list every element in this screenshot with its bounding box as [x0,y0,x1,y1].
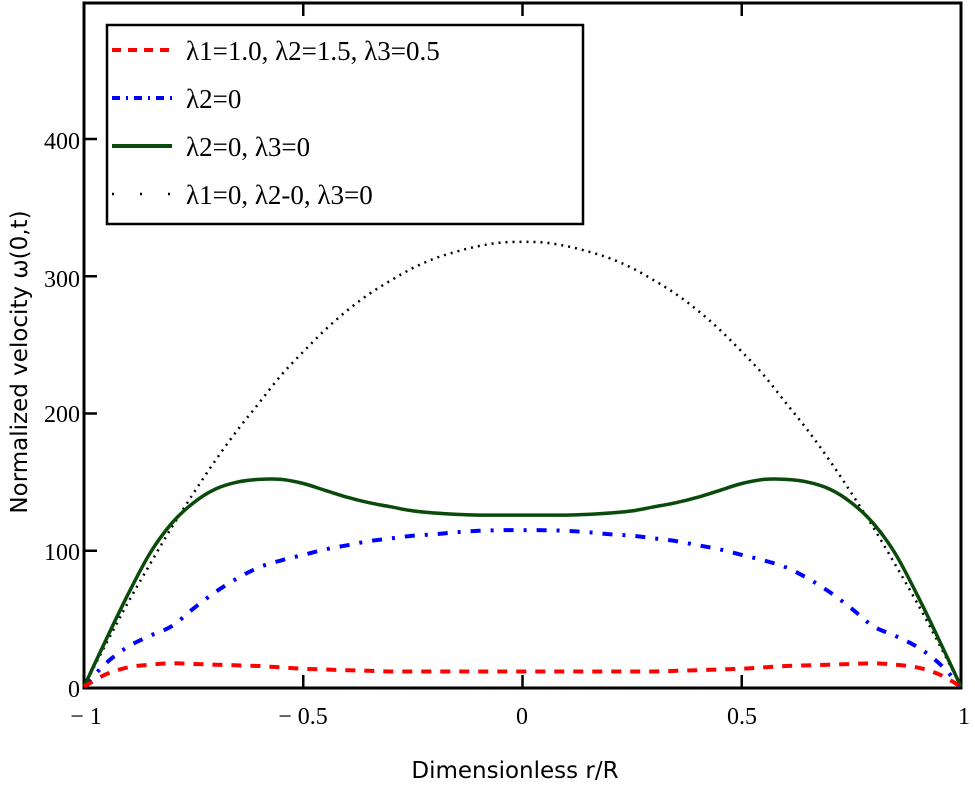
x-tick-label: 1 [958,704,970,730]
y-tick-label: 400 [44,129,80,155]
x-tick-labels: − 1 − 0.5 0 0.5 1 [70,704,970,730]
x-tick-label: 0.5 [727,704,757,730]
y-tick-label: 200 [44,402,80,428]
x-tick-label: 0 [516,704,528,730]
y-tick-label: 0 [68,677,80,703]
x-axis-title: Dimensionless r/R [411,758,618,784]
legend-box [105,23,585,226]
x-tick-label: − 1 [70,704,102,730]
x-axis-ticks [302,3,743,688]
y-axis-title: Normalized velocity ω(0,t) [7,210,33,513]
legend-label: λ1=0, λ2-0, λ3=0 [186,180,373,210]
x-tick-label: − 0.5 [278,704,328,730]
series-layer [82,240,963,689]
legend: λ1=1.0, λ2=1.5, λ3=0.5 λ2=0 λ2=0, λ3=0 λ… [105,23,585,226]
series-line-dotted [82,240,963,688]
y-axis-ticks [84,137,97,552]
series-line-dash-dot [82,528,963,688]
y-tick-label: 300 [44,267,80,293]
series-line-solid [82,477,963,688]
legend-label: λ2=0 [186,84,241,114]
series-line-dashed [83,661,962,689]
y-tick-label: 100 [44,540,80,566]
legend-label: λ1=1.0, λ2=1.5, λ3=0.5 [186,36,440,66]
y-tick-labels: 0 100 200 300 400 [44,129,80,703]
legend-label: λ2=0, λ3=0 [186,132,310,162]
